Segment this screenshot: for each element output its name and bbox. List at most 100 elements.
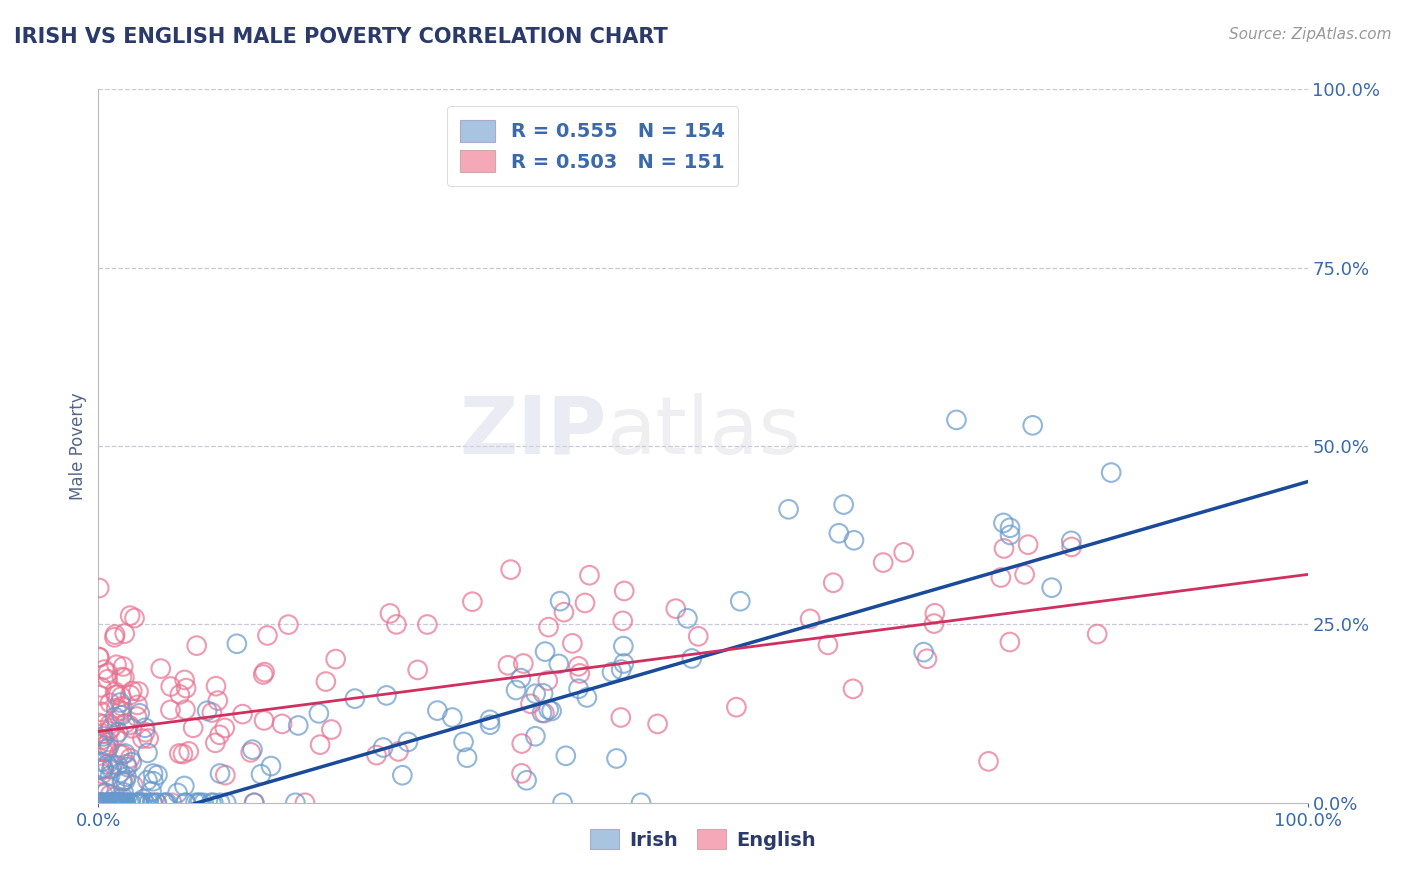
Point <box>146 796 169 810</box>
Point <box>1021 418 1043 433</box>
Point <box>174 796 197 810</box>
Point <box>100 762 122 776</box>
Point <box>108 747 131 761</box>
Point <box>110 704 132 718</box>
Point <box>120 608 142 623</box>
Point <box>872 556 894 570</box>
Point <box>1099 466 1122 480</box>
Point <box>131 731 153 746</box>
Point <box>111 774 134 789</box>
Point <box>201 706 224 720</box>
Point <box>1014 567 1036 582</box>
Point <box>128 684 150 698</box>
Point <box>96 741 118 756</box>
Point <box>561 636 583 650</box>
Point <box>207 693 229 707</box>
Point <box>378 607 401 621</box>
Point <box>97 723 120 738</box>
Point <box>91 767 114 781</box>
Point <box>578 568 600 582</box>
Point <box>1060 533 1083 548</box>
Point <box>195 704 218 718</box>
Point <box>510 737 533 751</box>
Point <box>97 796 120 810</box>
Point <box>366 748 388 763</box>
Point <box>89 689 111 703</box>
Point <box>112 785 135 799</box>
Point <box>647 717 669 731</box>
Point <box>91 796 114 810</box>
Point <box>214 721 236 735</box>
Point <box>89 738 111 752</box>
Point <box>110 696 132 710</box>
Point <box>177 744 200 758</box>
Point <box>512 657 534 671</box>
Point <box>141 784 163 798</box>
Point <box>90 796 112 810</box>
Point <box>977 755 1000 769</box>
Point <box>1017 538 1039 552</box>
Point <box>132 792 155 806</box>
Point <box>277 617 299 632</box>
Point <box>149 662 172 676</box>
Point <box>117 760 139 774</box>
Point <box>101 796 124 810</box>
Point <box>945 413 967 427</box>
Point <box>174 681 197 695</box>
Point <box>553 605 575 619</box>
Point <box>426 704 449 718</box>
Point <box>118 718 141 732</box>
Point <box>101 796 124 810</box>
Point <box>118 796 141 810</box>
Point <box>215 796 238 810</box>
Point <box>91 727 114 741</box>
Point <box>309 738 332 752</box>
Point <box>107 758 129 772</box>
Point <box>93 796 115 810</box>
Point <box>114 747 136 761</box>
Point <box>540 704 562 718</box>
Point <box>530 706 553 720</box>
Point <box>205 679 228 693</box>
Point <box>105 701 128 715</box>
Point <box>998 528 1021 542</box>
Point <box>110 796 132 810</box>
Point <box>128 796 150 810</box>
Point <box>87 781 110 796</box>
Point <box>87 716 110 731</box>
Point <box>343 691 366 706</box>
Point <box>101 757 124 772</box>
Point <box>101 796 124 810</box>
Point <box>110 796 132 810</box>
Point <box>478 713 501 727</box>
Point <box>120 688 142 702</box>
Point <box>256 628 278 642</box>
Point <box>110 708 132 723</box>
Point <box>110 690 132 704</box>
Point <box>111 796 134 810</box>
Point <box>568 666 591 681</box>
Point <box>128 706 150 721</box>
Point <box>127 796 149 810</box>
Point <box>387 744 409 758</box>
Point <box>551 796 574 810</box>
Point <box>111 699 134 714</box>
Point <box>89 796 111 810</box>
Point <box>93 663 115 677</box>
Point <box>104 729 127 743</box>
Point <box>141 796 163 810</box>
Point <box>391 768 413 782</box>
Point <box>104 796 127 810</box>
Point <box>115 757 138 772</box>
Point <box>441 710 464 724</box>
Point <box>114 626 136 640</box>
Legend: Irish, English: Irish, English <box>582 822 824 857</box>
Point <box>537 703 560 717</box>
Point <box>828 526 851 541</box>
Point <box>630 796 652 810</box>
Point <box>103 796 125 810</box>
Point <box>90 796 112 810</box>
Point <box>253 665 276 679</box>
Point <box>510 766 533 780</box>
Point <box>111 747 134 762</box>
